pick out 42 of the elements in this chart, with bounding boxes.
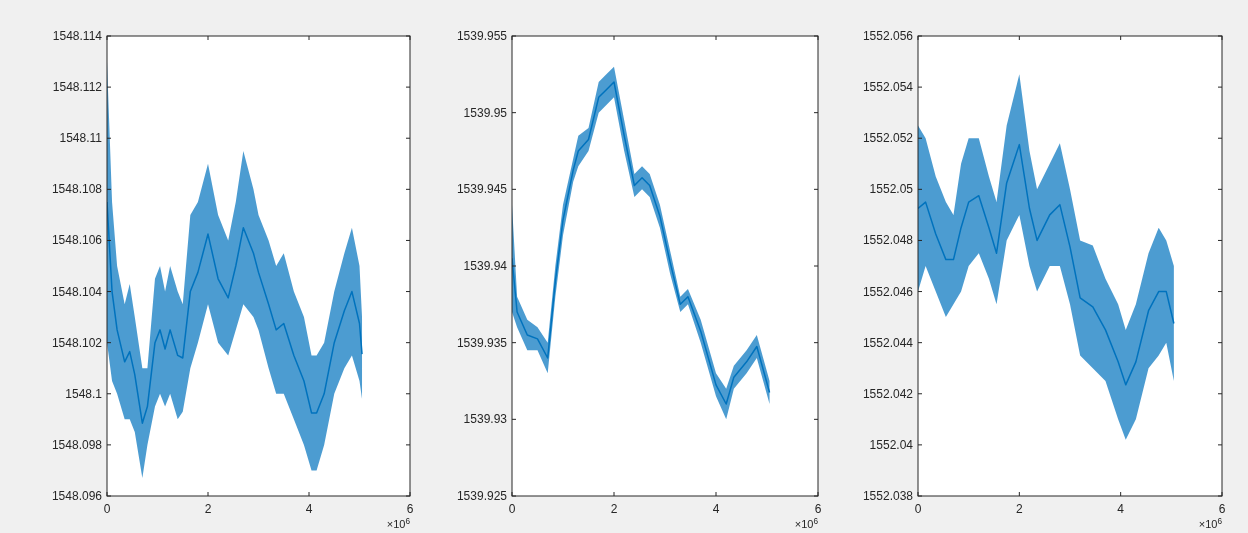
y-tick-label: 1548.096 (51, 489, 103, 503)
y-tick-label: 1548.1 (65, 386, 103, 401)
x-tick-label: 0 (914, 502, 922, 516)
y-tick-label: 1548.11 (59, 131, 103, 146)
x-tick-label: 4 (1117, 502, 1125, 516)
y-tick-label: 1548.106 (51, 233, 103, 248)
x-tick-label: 2 (1015, 502, 1023, 516)
y-tick-label: 1552.046 (862, 284, 914, 299)
x-tick-label: 4 (712, 502, 720, 516)
text: ×10$^{6}$ (386, 516, 411, 530)
y-tick-label: 1552.052 (862, 131, 914, 146)
y-tick-label: 1548.098 (51, 437, 103, 452)
y-tick-label: 1552.042 (862, 386, 914, 401)
text: ×10$^{6}$ (794, 516, 819, 530)
y-tick-label: 1552.048 (862, 233, 914, 248)
y-tick-label: 1548.114 (52, 29, 103, 43)
x-tick-label: 0 (508, 502, 516, 516)
x-tick-label: 6 (1218, 502, 1226, 516)
text: ×10$^{6}$ (1198, 516, 1223, 530)
y-tick-label: 1548.112 (52, 80, 103, 95)
y-tick-label: 1548.104 (51, 284, 103, 299)
x-tick-label: 0 (103, 502, 111, 516)
y-tick-label: 1552.04 (869, 437, 914, 452)
y-tick-label: 1548.108 (51, 182, 103, 197)
y-tick-label: 1539.95 (463, 105, 508, 120)
y-tick-label: 1539.925 (456, 489, 508, 503)
y-tick-label: 1539.945 (456, 182, 508, 197)
y-tick-label: 1539.955 (456, 29, 508, 43)
x-tick-label: 2 (204, 502, 212, 516)
y-tick-label: 1539.94 (463, 259, 508, 273)
y-tick-label: 1539.93 (463, 412, 508, 427)
y-tick-label: 1552.044 (862, 335, 914, 350)
y-tick-label: 1552.038 (862, 489, 914, 503)
y-tick-label: 1548.102 (51, 335, 103, 350)
x-tick-label: 2 (610, 502, 618, 516)
x-tick-label: 6 (814, 502, 822, 516)
y-tick-label: 1552.056 (862, 29, 914, 43)
x-tick-label: 6 (406, 502, 414, 516)
y-tick-label: 1552.05 (869, 182, 914, 197)
y-tick-label: 1539.935 (456, 335, 508, 350)
x-tick-label: 4 (305, 502, 313, 516)
y-tick-label: 1552.054 (862, 80, 914, 95)
